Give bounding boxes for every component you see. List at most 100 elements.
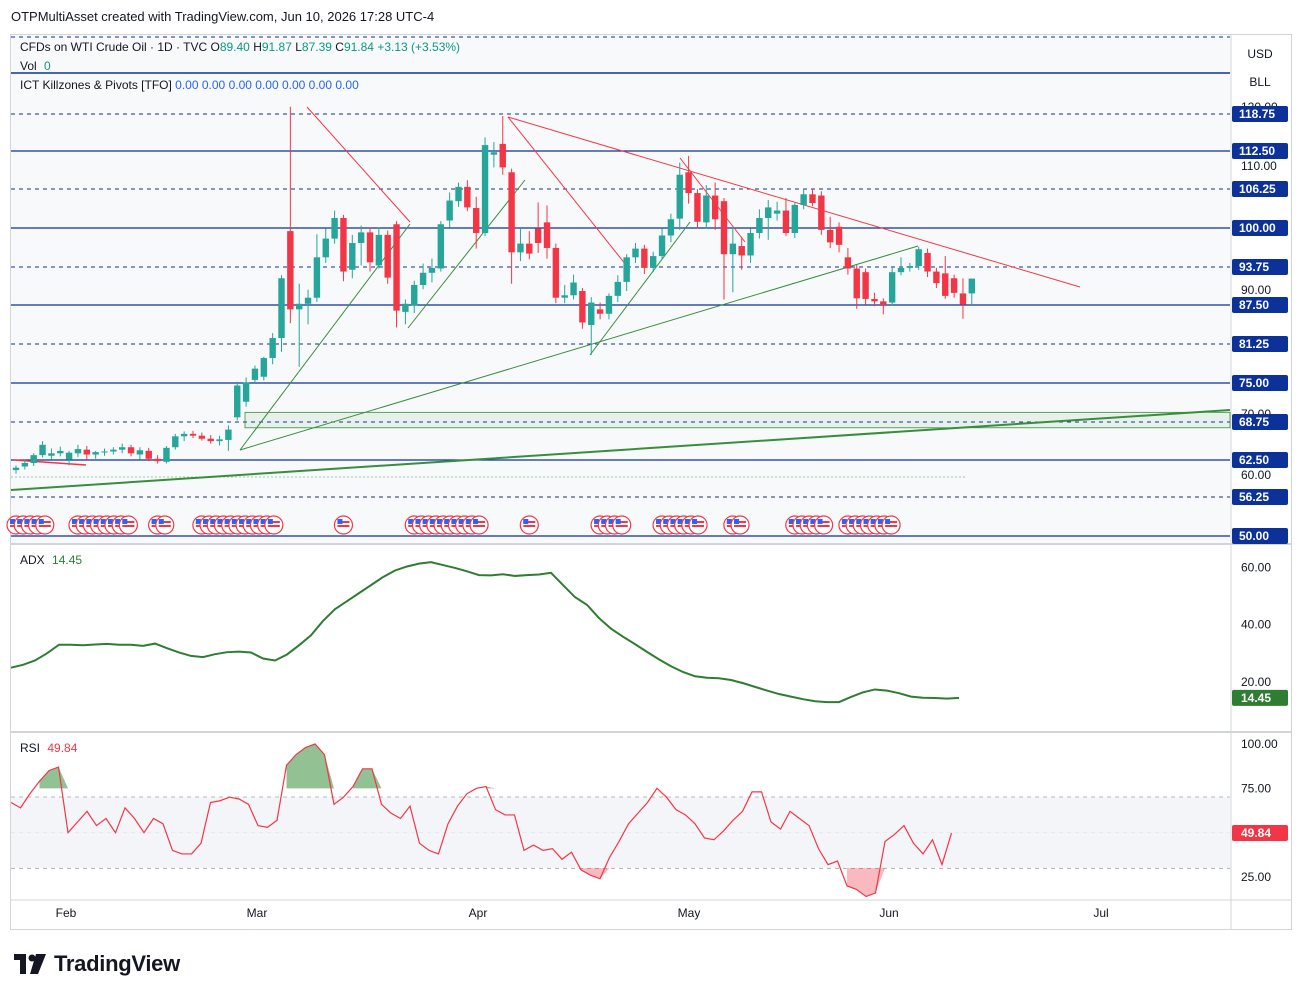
us-flag-icon-canton [692, 519, 698, 524]
candle-body [694, 193, 701, 222]
candle-body [65, 452, 73, 460]
currency-unit-selector[interactable]: USD BLL [1232, 40, 1288, 96]
rsi-value-label-bg [1232, 824, 1288, 841]
candle-body [180, 433, 188, 437]
indicator-value: 0.00 [332, 78, 359, 92]
price-level-label: 62.50 [1239, 453, 1269, 467]
candle-body [933, 271, 940, 284]
price-level-label: 112.50 [1239, 144, 1275, 158]
price-level-label: 106.25 [1239, 182, 1276, 196]
rsi-label: RSI [20, 741, 41, 755]
candle-body [428, 267, 436, 273]
indicator-value: 0.00 [225, 78, 252, 92]
candle-body [711, 195, 719, 220]
candle-body [880, 301, 887, 305]
candle-body [517, 243, 524, 253]
us-flag-icon-canton [253, 519, 259, 524]
us-event-icon [688, 515, 708, 535]
symbol-label: CFDs on WTI Crude Oil · 1D · TVC [20, 40, 208, 54]
rsi-value: 49.84 [47, 741, 78, 755]
us-flag-icon-canton [10, 519, 15, 524]
candle-body [393, 224, 400, 311]
candle-body [614, 281, 621, 296]
descending-resistance-line [507, 116, 1081, 288]
rising-trendline [239, 245, 919, 451]
price-level-label-bg [1232, 375, 1288, 391]
candle-body [906, 266, 914, 268]
rsi-legend: RSI 49.84 [20, 741, 77, 755]
candle-body [287, 231, 294, 310]
price-level-label-bg [1232, 106, 1288, 122]
candle-body [703, 195, 710, 223]
price-axis-tick: 60.00 [1241, 468, 1271, 482]
us-flag-icon-stripe [615, 525, 628, 527]
candle-body [844, 257, 852, 269]
ohlc-key-o: O [210, 40, 220, 54]
candle-body [579, 291, 586, 323]
price-level-label: 100.00 [1239, 221, 1276, 235]
us-flag-icon-stripe [158, 521, 171, 523]
candle-body [508, 172, 515, 253]
adx-value: 14.45 [52, 553, 83, 567]
candle-body [251, 368, 259, 380]
candle-body [809, 194, 816, 204]
time-axis-tick: Jul [1093, 906, 1108, 920]
us-flag-icon-canton [17, 519, 23, 524]
us-flag-icon-stripe [473, 525, 486, 527]
us-flag-icon-canton [224, 519, 230, 524]
us-flag-icon-canton [841, 519, 847, 524]
candle-body [747, 232, 754, 256]
us-flag-icon-canton [877, 519, 883, 524]
candle-body [641, 248, 648, 268]
us-event-icon [813, 515, 834, 535]
candle-body [942, 273, 949, 296]
candle-body [48, 453, 55, 456]
candle-body [499, 143, 506, 168]
candle-body [419, 272, 427, 285]
candle-body [83, 449, 90, 455]
price-level-label: 93.75 [1239, 260, 1269, 274]
tradingview-logo-icon [14, 954, 46, 974]
us-flag-icon-stripe [337, 525, 350, 527]
price-level-label: 81.25 [1239, 337, 1269, 351]
candle-body [871, 298, 878, 302]
tradingview-brand[interactable]: TradingView [14, 951, 180, 977]
indicator-value: 0.00 [278, 78, 306, 92]
us-flag-icon-canton [803, 519, 809, 524]
us-flag-icon-stripe [885, 525, 898, 527]
us-flag-icon-canton [444, 519, 450, 524]
us-flag-icon-stripe [734, 525, 747, 527]
candle-body [818, 195, 825, 230]
candle-body [384, 234, 391, 278]
candle-body [773, 210, 781, 214]
candle-body [853, 268, 860, 299]
candle-body [534, 228, 542, 243]
candle-body [411, 284, 418, 306]
candle-body [119, 447, 126, 450]
candle-body [57, 450, 64, 454]
candle-body [39, 444, 46, 456]
ohlc-values: O89.40 H91.87 L87.39 C91.84 [210, 40, 377, 54]
candle-body [234, 385, 241, 418]
candle-body [331, 218, 338, 239]
chart-header: OTPMultiAsset created with TradingView.c… [11, 9, 435, 24]
candle-body [729, 243, 737, 255]
us-flag-icon-canton [415, 519, 421, 524]
price-level-label-bg [1232, 336, 1288, 352]
candle-body [340, 218, 347, 272]
price-level-label-bg [1232, 259, 1288, 275]
price-level-label-bg [1232, 452, 1288, 468]
us-flag-icon-canton [24, 519, 30, 524]
time-axis-tick: Mar [247, 906, 268, 920]
candle-body [738, 246, 745, 256]
rising-trendline [589, 221, 691, 356]
volume-label: Vol [20, 59, 37, 73]
candle-body [605, 295, 613, 314]
adx-axis-tick: 60.00 [1241, 560, 1271, 574]
us-flag-icon-canton [86, 519, 92, 524]
indicator-value: 0.00 [251, 78, 279, 92]
candle-body [92, 452, 99, 455]
candle-body [154, 458, 161, 462]
adx-value-label-bg [1232, 689, 1288, 706]
